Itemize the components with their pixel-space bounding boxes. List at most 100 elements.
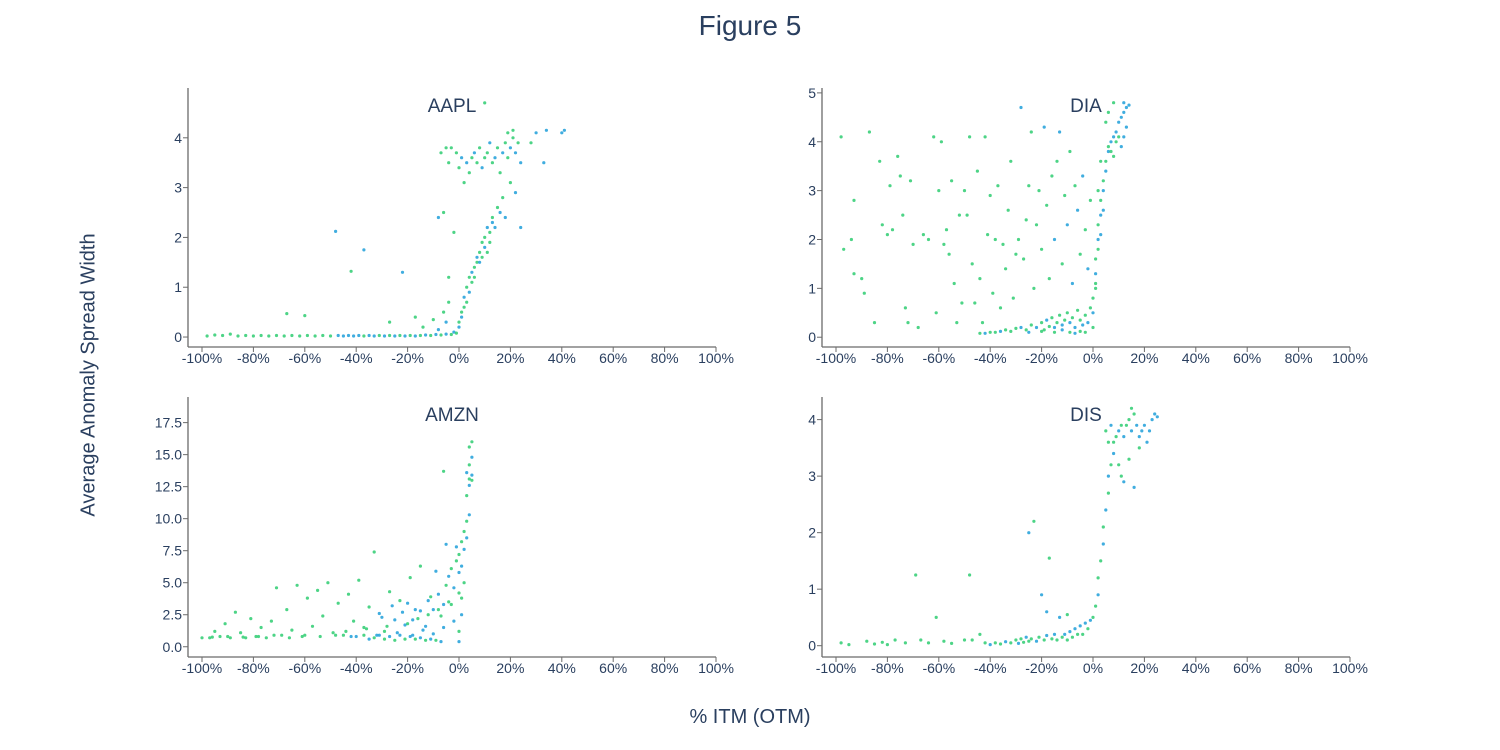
data-point — [467, 290, 471, 294]
data-point — [1119, 115, 1123, 119]
data-point — [336, 333, 340, 338]
data-point — [1009, 159, 1013, 163]
data-point — [1094, 257, 1098, 261]
y-tick-label: 1 — [808, 280, 816, 296]
data-point — [1009, 641, 1013, 645]
x-tick-label: 40% — [1182, 660, 1210, 676]
data-point — [1037, 189, 1041, 193]
data-point — [272, 633, 276, 637]
data-point — [942, 639, 946, 643]
data-point — [973, 301, 977, 305]
data-point — [937, 189, 941, 193]
data-point — [947, 252, 951, 256]
data-point — [241, 635, 245, 639]
x-tick-label: 80% — [651, 350, 679, 366]
x-tick-label: -100% — [816, 350, 856, 366]
data-point — [560, 131, 564, 135]
data-point — [249, 617, 253, 621]
x-tick-label: 80% — [651, 660, 679, 676]
data-point — [426, 613, 430, 617]
data-point — [411, 618, 415, 622]
data-point — [944, 228, 949, 232]
data-point — [429, 595, 433, 599]
data-point — [210, 635, 214, 639]
data-point — [1045, 610, 1049, 614]
data-point — [1106, 491, 1110, 495]
data-point — [393, 618, 397, 622]
data-point — [480, 166, 484, 170]
data-point — [478, 250, 482, 254]
data-point — [452, 330, 456, 334]
data-point — [447, 600, 451, 604]
data-point — [1119, 423, 1123, 427]
data-point — [354, 634, 358, 639]
data-point — [1029, 323, 1033, 327]
data-point — [1112, 154, 1116, 158]
data-point — [328, 334, 333, 338]
data-point — [916, 325, 920, 330]
data-point — [480, 240, 484, 244]
subplot-title-aapl: AAPL — [428, 96, 477, 117]
data-point — [1109, 423, 1113, 427]
data-point — [1009, 329, 1013, 333]
data-point — [305, 333, 309, 338]
y-tick-label: 3 — [174, 180, 182, 196]
data-point — [382, 637, 387, 641]
y-tick-label: 1 — [808, 581, 816, 597]
x-tick-label: 100% — [698, 660, 734, 676]
data-point — [1117, 429, 1121, 433]
data-point — [1117, 120, 1121, 124]
y-tick-label: 0 — [174, 329, 182, 345]
data-point — [236, 334, 240, 338]
data-point — [888, 184, 892, 188]
data-point — [1155, 415, 1159, 419]
data-point — [1004, 640, 1008, 644]
data-point — [1153, 412, 1157, 416]
data-point — [1122, 435, 1126, 439]
data-point — [406, 601, 410, 605]
data-point — [431, 318, 435, 322]
y-tick-label: 0 — [808, 329, 816, 345]
x-tick-label: 60% — [1233, 350, 1261, 366]
data-point — [544, 128, 549, 132]
data-point — [1096, 223, 1100, 227]
x-axis-title: % ITM (OTM) — [689, 706, 811, 728]
data-point — [470, 473, 474, 477]
data-point — [408, 634, 412, 639]
data-point — [218, 634, 222, 639]
data-point — [208, 636, 212, 640]
data-point — [1034, 223, 1039, 227]
data-point — [377, 611, 381, 616]
data-point — [906, 321, 910, 325]
data-point — [285, 608, 289, 612]
data-point — [362, 633, 366, 637]
data-point — [352, 334, 356, 338]
data-point — [1106, 474, 1110, 478]
data-point — [1076, 308, 1080, 312]
data-point — [1052, 325, 1057, 330]
data-point — [321, 333, 325, 338]
data-point — [457, 591, 461, 595]
data-point — [436, 215, 440, 220]
data-point — [1101, 189, 1105, 193]
subplot-title-amzn: AMZN — [425, 405, 479, 426]
data-point — [1094, 272, 1098, 276]
data-point — [490, 220, 494, 225]
data-point — [254, 634, 258, 639]
data-point — [1040, 593, 1044, 597]
data-point — [1034, 639, 1039, 643]
y-tick-label: 7.5 — [163, 543, 183, 559]
data-point — [1088, 618, 1092, 622]
data-point — [1037, 635, 1041, 639]
data-point — [488, 141, 492, 145]
data-point — [1068, 149, 1072, 154]
data-point — [1086, 267, 1090, 271]
data-point — [364, 627, 369, 631]
data-point — [988, 330, 992, 334]
data-point — [1124, 105, 1128, 110]
data-point — [511, 128, 515, 132]
data-point — [367, 637, 371, 641]
data-point — [344, 629, 348, 634]
data-point — [372, 550, 376, 554]
data-point — [1060, 635, 1064, 639]
